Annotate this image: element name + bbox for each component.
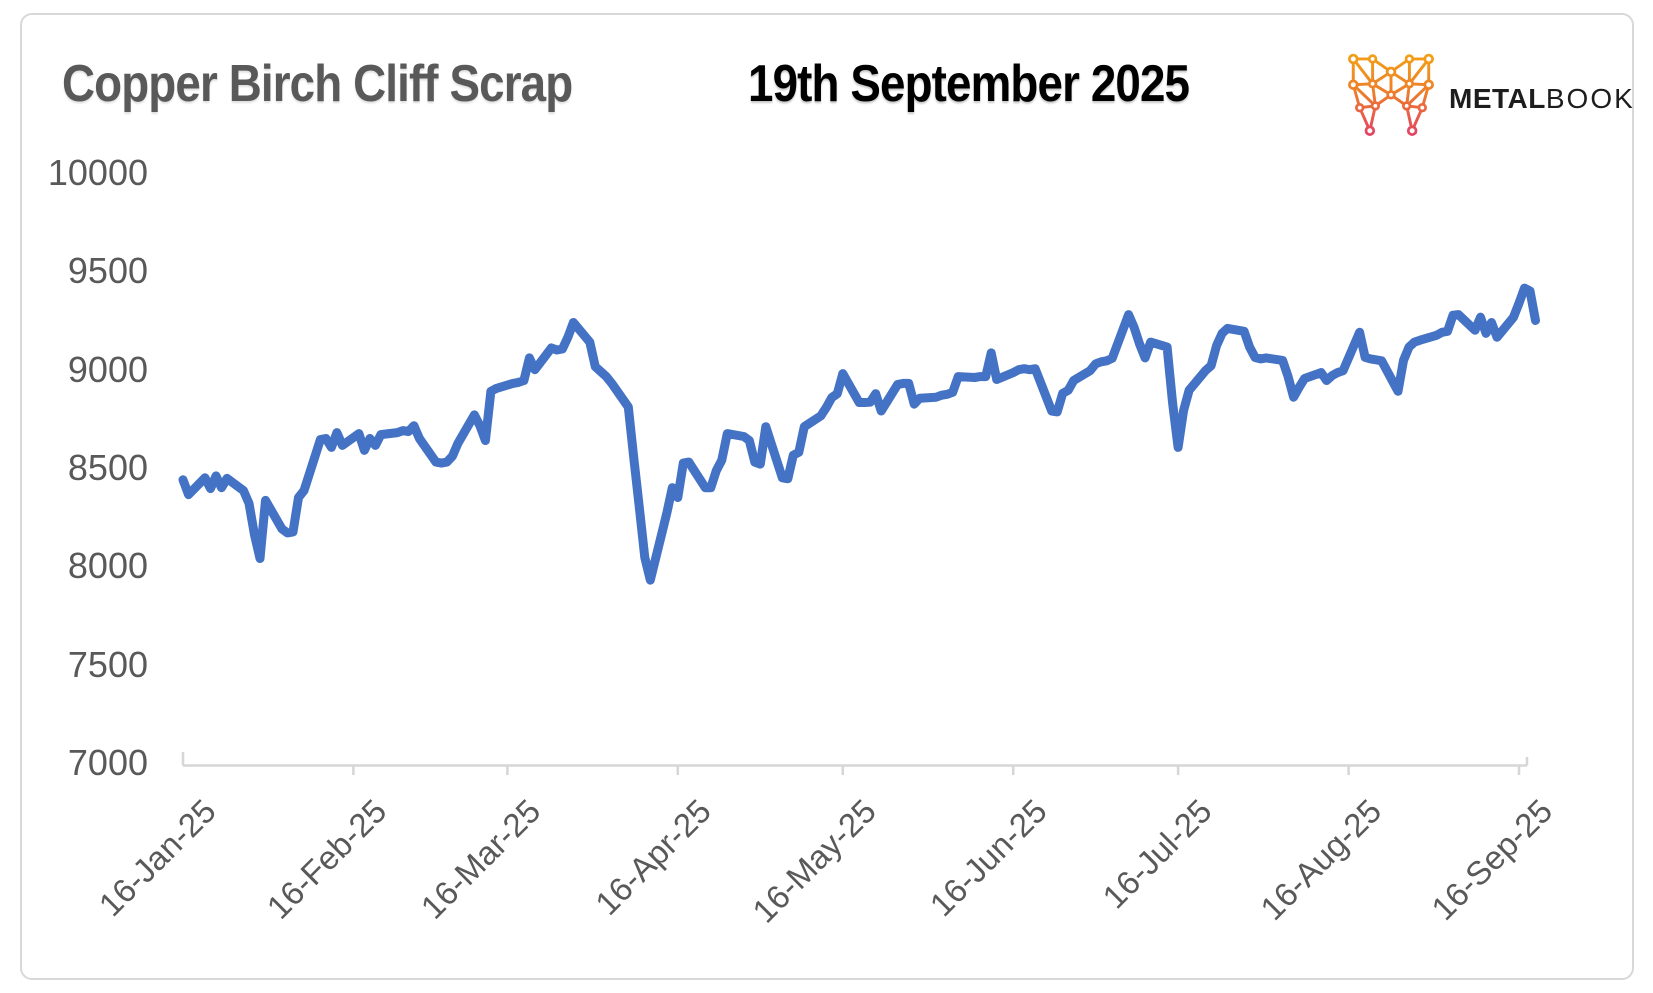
- y-axis-tick-label: 10000: [47, 152, 148, 193]
- brand-metal: METAL: [1449, 83, 1546, 114]
- x-axis-line: [181, 752, 1529, 775]
- chart-frame: [20, 13, 1634, 980]
- logo-nodes: [1348, 53, 1434, 136]
- y-axis-tick-label: 7000: [67, 742, 148, 783]
- metalbook-m-network-icon: [1348, 53, 1434, 136]
- y-axis-tick-label: 7500: [67, 644, 148, 685]
- price-line: [178, 283, 1540, 585]
- brand-book: BOOK: [1545, 83, 1635, 114]
- metalbook-wordmark: METALBOOK: [1449, 83, 1635, 115]
- chart-title: Copper Birch Cliff Scrap: [62, 55, 573, 113]
- y-axis-tick-label: 9500: [67, 250, 148, 291]
- y-axis-tick-label: 8000: [67, 545, 148, 586]
- report-date: 19th September 2025: [748, 55, 1190, 113]
- y-axis-tick-label: 9000: [67, 349, 148, 390]
- metalbook-logo: METALBOOK: [1345, 46, 1633, 142]
- y-axis-tick-label: 8500: [67, 447, 148, 488]
